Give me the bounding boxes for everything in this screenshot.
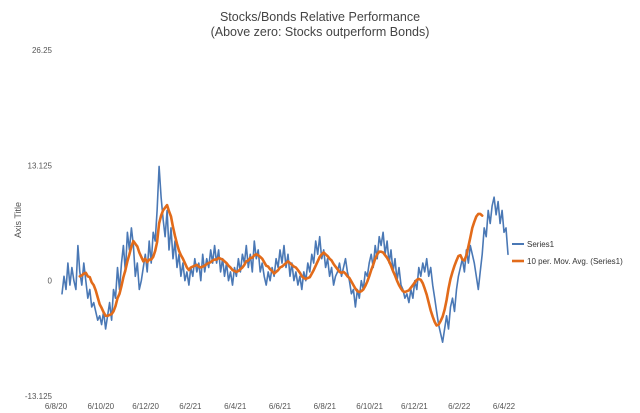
x-tick-label: 6/4/22 xyxy=(493,402,516,411)
x-tick-label: 6/8/20 xyxy=(45,402,68,411)
x-tick-label: 6/6/21 xyxy=(269,402,292,411)
series-lines xyxy=(61,165,509,343)
x-tick-label: 6/10/21 xyxy=(356,402,383,411)
legend-entry: Series1 xyxy=(527,240,555,249)
y-tick-label: -13.125 xyxy=(25,392,53,401)
y-tick-label: 26.25 xyxy=(32,46,53,55)
moving-average-line xyxy=(78,203,484,327)
x-tick-label: 6/10/20 xyxy=(87,402,114,411)
x-tick-label: 6/8/21 xyxy=(314,402,337,411)
x-tick-label: 6/2/21 xyxy=(179,402,202,411)
x-axis-ticks: 6/8/20 6/10/20 6/12/20 6/2/21 6/4/21 6/6/21 6/… xyxy=(45,402,516,411)
y-tick-label: 13.125 xyxy=(28,161,53,170)
x-tick-label: 6/12/20 xyxy=(132,402,159,411)
x-tick-label: 6/12/21 xyxy=(401,402,428,411)
legend-entry: 10 per. Mov. Avg. (Series1) xyxy=(527,257,623,266)
chart-title: Stocks/Bonds Relative Performance xyxy=(219,10,421,24)
chart-subtitle: (Above zero: Stocks outperform Bonds) xyxy=(210,25,430,39)
y-tick-label: 0 xyxy=(48,277,53,286)
legend: Series1 10 per. Mov. Avg. (Series1) xyxy=(512,240,623,266)
x-tick-label: 6/2/22 xyxy=(448,402,471,411)
series1-line xyxy=(61,165,509,343)
x-tick-label: 6/4/21 xyxy=(224,402,247,411)
y-axis-ticks: 26.25 13.125 0 -13.125 xyxy=(25,46,53,401)
